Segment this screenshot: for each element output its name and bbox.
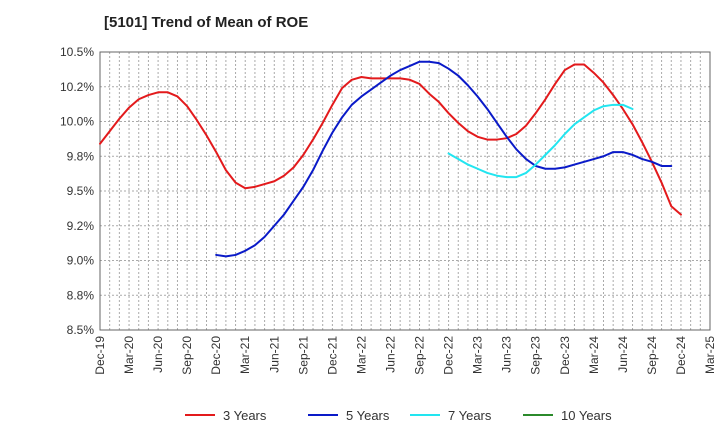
y-tick-label: 9.5% [67, 184, 95, 198]
y-tick-label: 8.5% [67, 323, 95, 337]
x-tick-label: Dec-21 [325, 336, 339, 375]
x-tick-label: Jun-24 [616, 336, 630, 373]
x-tick-label: Sep-24 [645, 336, 659, 375]
x-tick-label: Dec-19 [93, 336, 107, 375]
chart-title: [5101] Trend of Mean of ROE [104, 14, 309, 31]
x-tick-label: Dec-20 [209, 336, 223, 375]
legend-label: 3 Years [223, 408, 267, 423]
y-tick-label: 10.0% [60, 115, 94, 129]
x-tick-label: Sep-23 [529, 336, 543, 375]
legend-label: 5 Years [346, 408, 390, 423]
y-tick-label: 9.2% [67, 219, 95, 233]
y-tick-label: 9.8% [67, 149, 95, 163]
series-line-7-years [447, 103, 634, 179]
plot-area-border [99, 51, 711, 331]
x-tick-label: Mar-25 [703, 336, 717, 374]
x-tick-label: Dec-24 [674, 336, 688, 375]
legend-label: 10 Years [561, 408, 612, 423]
y-tick-label: 10.2% [60, 80, 94, 94]
x-tick-label: Sep-20 [180, 336, 194, 375]
x-tick-label: Dec-22 [442, 336, 456, 375]
x-tick-label: Sep-21 [296, 336, 310, 375]
x-tick-label: Mar-23 [471, 336, 485, 374]
x-tick-label: Jun-21 [267, 336, 281, 373]
x-tick-label: Jun-20 [151, 336, 165, 373]
y-tick-label: 8.8% [67, 288, 95, 302]
y-tick-label: 9.0% [67, 254, 95, 268]
x-tick-label: Mar-24 [587, 336, 601, 374]
series-line-3-years [99, 63, 682, 216]
x-tick-label: Mar-22 [354, 336, 368, 374]
x-tick-label: Mar-20 [122, 336, 136, 374]
x-tick-label: Mar-21 [238, 336, 252, 374]
series-line-5-years [215, 60, 673, 258]
x-tick-label: Dec-23 [558, 336, 572, 375]
y-tick-label: 10.5% [60, 45, 94, 59]
x-tick-label: Jun-23 [500, 336, 514, 373]
x-tick-label: Jun-22 [383, 336, 397, 373]
legend-label: 7 Years [448, 408, 492, 423]
x-tick-label: Sep-22 [413, 336, 427, 375]
